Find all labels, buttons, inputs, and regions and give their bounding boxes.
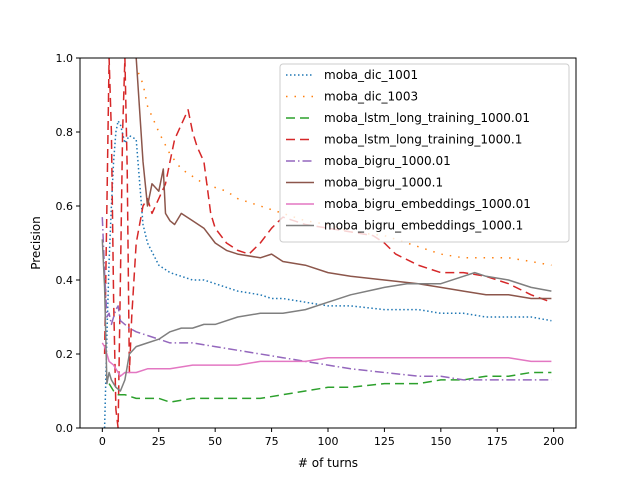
legend-box — [279, 63, 570, 243]
x-tick-label: 100 — [318, 435, 339, 448]
series-lines — [101, 58, 552, 428]
y-tick-label: 0.0 — [56, 422, 74, 435]
x-tick-label: 175 — [487, 435, 508, 448]
legend-label-1: moba_dic_1001 — [324, 68, 418, 82]
series-line-7 — [101, 342, 552, 377]
y-axis-label: Precision — [29, 216, 43, 270]
x-tick-label: 25 — [152, 435, 166, 448]
x-tick-label: 50 — [208, 435, 222, 448]
legend-label-4: moba_lstm_long_training_1000.1 — [324, 133, 522, 147]
legend-label-8: moba_bigru_embeddings_1000.1 — [324, 219, 523, 233]
series-line-4 — [103, 58, 552, 428]
x-tick-label: 75 — [265, 435, 279, 448]
x-tick-label: 150 — [430, 435, 451, 448]
y-tick-label: 0.2 — [56, 348, 74, 361]
y-tick-label: 0.4 — [56, 274, 74, 287]
legend-label-5: moba_bigru_1000.01 — [324, 154, 451, 168]
legend-label-7: moba_bigru_embeddings_1000.01 — [324, 197, 531, 211]
plot-area — [79, 57, 577, 429]
legend-label-3: moba_lstm_long_training_1000.01 — [324, 111, 530, 125]
x-tick-label: 200 — [543, 435, 564, 448]
legend-label-2: moba_dic_1003 — [324, 90, 418, 104]
x-tick-label: 0 — [99, 435, 106, 448]
series-line-3 — [108, 371, 552, 403]
y-tick-label: 1.0 — [56, 52, 74, 65]
y-tick-label: 0.6 — [56, 200, 74, 213]
series-line-8 — [101, 239, 552, 392]
y-axis-ticks: 0.0 0.2 0.4 0.6 0.8 1.0 — [56, 52, 80, 435]
legend: moba_dic_1001 moba_dic_1003 moba_lstm_long… — [279, 63, 570, 243]
x-tick-label: 125 — [374, 435, 395, 448]
x-axis-label: # of turns — [298, 456, 358, 470]
series-line-6 — [135, 58, 552, 300]
legend-label-6: moba_bigru_1000.1 — [324, 176, 443, 190]
x-axis-ticks: 0 25 50 75 100 125 150 175 200 — [99, 428, 564, 448]
series-line-5 — [101, 217, 552, 381]
y-tick-label: 0.8 — [56, 126, 74, 139]
